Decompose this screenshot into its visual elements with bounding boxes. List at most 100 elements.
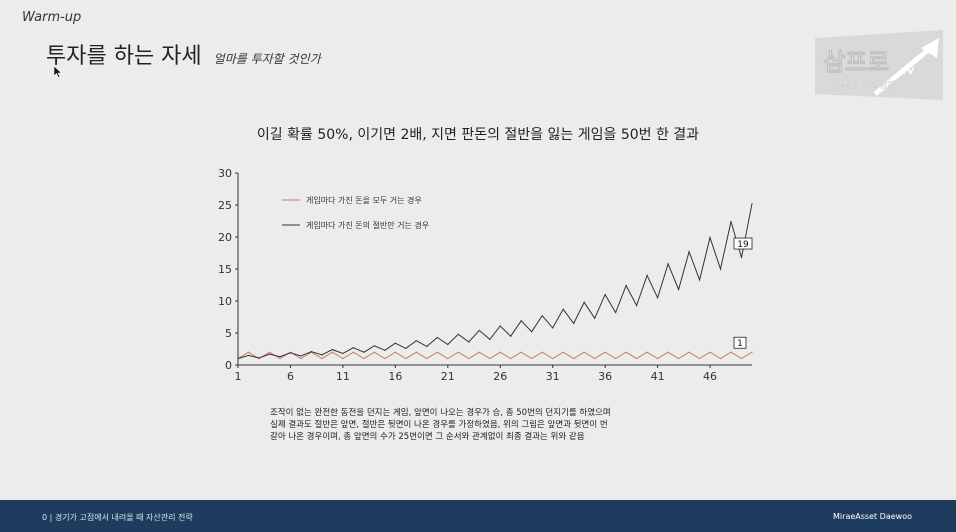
- data-point: [279, 358, 281, 360]
- data-point: [478, 351, 480, 353]
- data-point: [499, 351, 501, 353]
- data-point: [646, 274, 648, 276]
- series-line: [237, 351, 753, 360]
- x-tick-label: 41: [651, 370, 665, 383]
- data-point: [730, 221, 732, 223]
- data-point: [426, 358, 428, 360]
- data-point: [405, 347, 407, 349]
- data-point: [625, 351, 627, 353]
- data-point: [656, 358, 659, 360]
- data-point: [426, 345, 428, 348]
- mouse-cursor-icon: [54, 66, 62, 78]
- data-point: [478, 329, 480, 332]
- data-point: [656, 297, 659, 299]
- data-point: [321, 354, 323, 356]
- data-point: [677, 288, 680, 291]
- x-tick-label: 16: [388, 370, 402, 383]
- data-point: [300, 355, 302, 357]
- y-tick-label: 10: [218, 295, 232, 308]
- data-point: [384, 349, 386, 351]
- y-tick-label: 25: [218, 199, 232, 212]
- title-row: 투자를 하는 자세 얼마를 투자할 것인가: [46, 38, 321, 70]
- data-point: [342, 358, 344, 360]
- data-point: [436, 336, 438, 339]
- data-point: [698, 358, 701, 360]
- data-point: [531, 358, 533, 360]
- data-point: [719, 268, 722, 270]
- data-point: [698, 279, 701, 281]
- data-point: [751, 203, 753, 205]
- y-tick-label: 0: [225, 359, 232, 372]
- data-point: [436, 351, 438, 353]
- data-point: [709, 237, 711, 239]
- data-point: [531, 331, 533, 333]
- data-point: [247, 354, 250, 356]
- data-point: [646, 351, 648, 353]
- data-point: [615, 358, 617, 360]
- data-point: [468, 341, 470, 343]
- chart-note: 조작이 없는 완전한 동전을 던지는 게임, 앞면이 나오는 경우가 승, 총 …: [270, 407, 670, 443]
- data-point: [583, 351, 585, 353]
- data-point: [636, 358, 638, 360]
- y-tick-label: 20: [218, 231, 232, 244]
- legend-label: 게임마다 가진 돈의 절반만 거는 경우: [306, 220, 429, 230]
- data-point: [740, 256, 743, 259]
- data-point: [447, 343, 449, 346]
- y-tick-label: 30: [218, 167, 232, 180]
- data-point: [615, 311, 617, 314]
- data-point: [719, 358, 722, 360]
- series-line: [237, 203, 753, 360]
- data-point: [468, 358, 470, 360]
- data-point: [510, 358, 512, 360]
- data-point: [594, 358, 596, 360]
- broadcaster-logo: 삼프로 TV 경제의 신과함께: [815, 30, 943, 100]
- chart-title: 이길 확률 50%, 이기면 2배, 지면 판돈의 절반을 잃는 게임을 50번…: [256, 127, 700, 143]
- data-point: [552, 327, 554, 329]
- data-point: [688, 251, 690, 253]
- data-point: [688, 351, 690, 353]
- data-point: [415, 351, 417, 353]
- data-point: [520, 351, 522, 353]
- x-tick-label: 31: [546, 370, 560, 383]
- data-point: [520, 320, 522, 322]
- data-point: [373, 351, 375, 353]
- data-point: [594, 317, 596, 319]
- data-point: [552, 358, 554, 360]
- data-point: [363, 351, 365, 353]
- logo-tagline: 경제의 신과함께: [835, 79, 896, 91]
- data-point: [237, 358, 239, 360]
- data-point: [489, 338, 491, 340]
- data-point: [730, 351, 732, 353]
- footer-title: 0 | 경기가 고점에서 내려올 때 자산관리 전략: [42, 513, 193, 522]
- note-line: 실제 결과도 절반은 앞면, 절반은 뒷면이 나온 경우를 가정하였음, 위의 …: [270, 420, 608, 430]
- x-tick-label: 26: [493, 370, 507, 383]
- data-point: [447, 358, 449, 360]
- footer-bar: 0 | 경기가 고점에서 내려올 때 자산관리 전략 MiraeAsset Da…: [0, 500, 956, 532]
- data-point: [405, 358, 407, 360]
- data-point: [415, 340, 417, 342]
- y-tick-label: 5: [225, 327, 232, 340]
- logo-sub: TV: [901, 67, 914, 77]
- data-point: [321, 358, 323, 360]
- data-point: [394, 351, 396, 353]
- data-point: [268, 353, 271, 355]
- x-tick-label: 21: [441, 370, 455, 383]
- x-tick-label: 1: [235, 370, 242, 383]
- data-point: [289, 352, 292, 354]
- page-title: 투자를 하는 자세: [46, 44, 202, 69]
- legend-label: 게임마다 가진 돈을 모두 거는 경우: [306, 195, 422, 205]
- data-point: [499, 325, 501, 327]
- end-label-box: [733, 237, 753, 250]
- data-point: [573, 358, 575, 360]
- data-point: [352, 347, 354, 349]
- data-point: [258, 357, 260, 359]
- section-label: Warm-up: [22, 10, 82, 25]
- data-point: [667, 351, 669, 353]
- data-point: [268, 351, 271, 353]
- logo-name: 삼프로: [823, 48, 889, 76]
- data-point: [583, 301, 585, 303]
- data-point: [457, 351, 459, 353]
- footer-brand: MiraeAsset Daewoo: [833, 512, 912, 521]
- data-point: [677, 358, 680, 360]
